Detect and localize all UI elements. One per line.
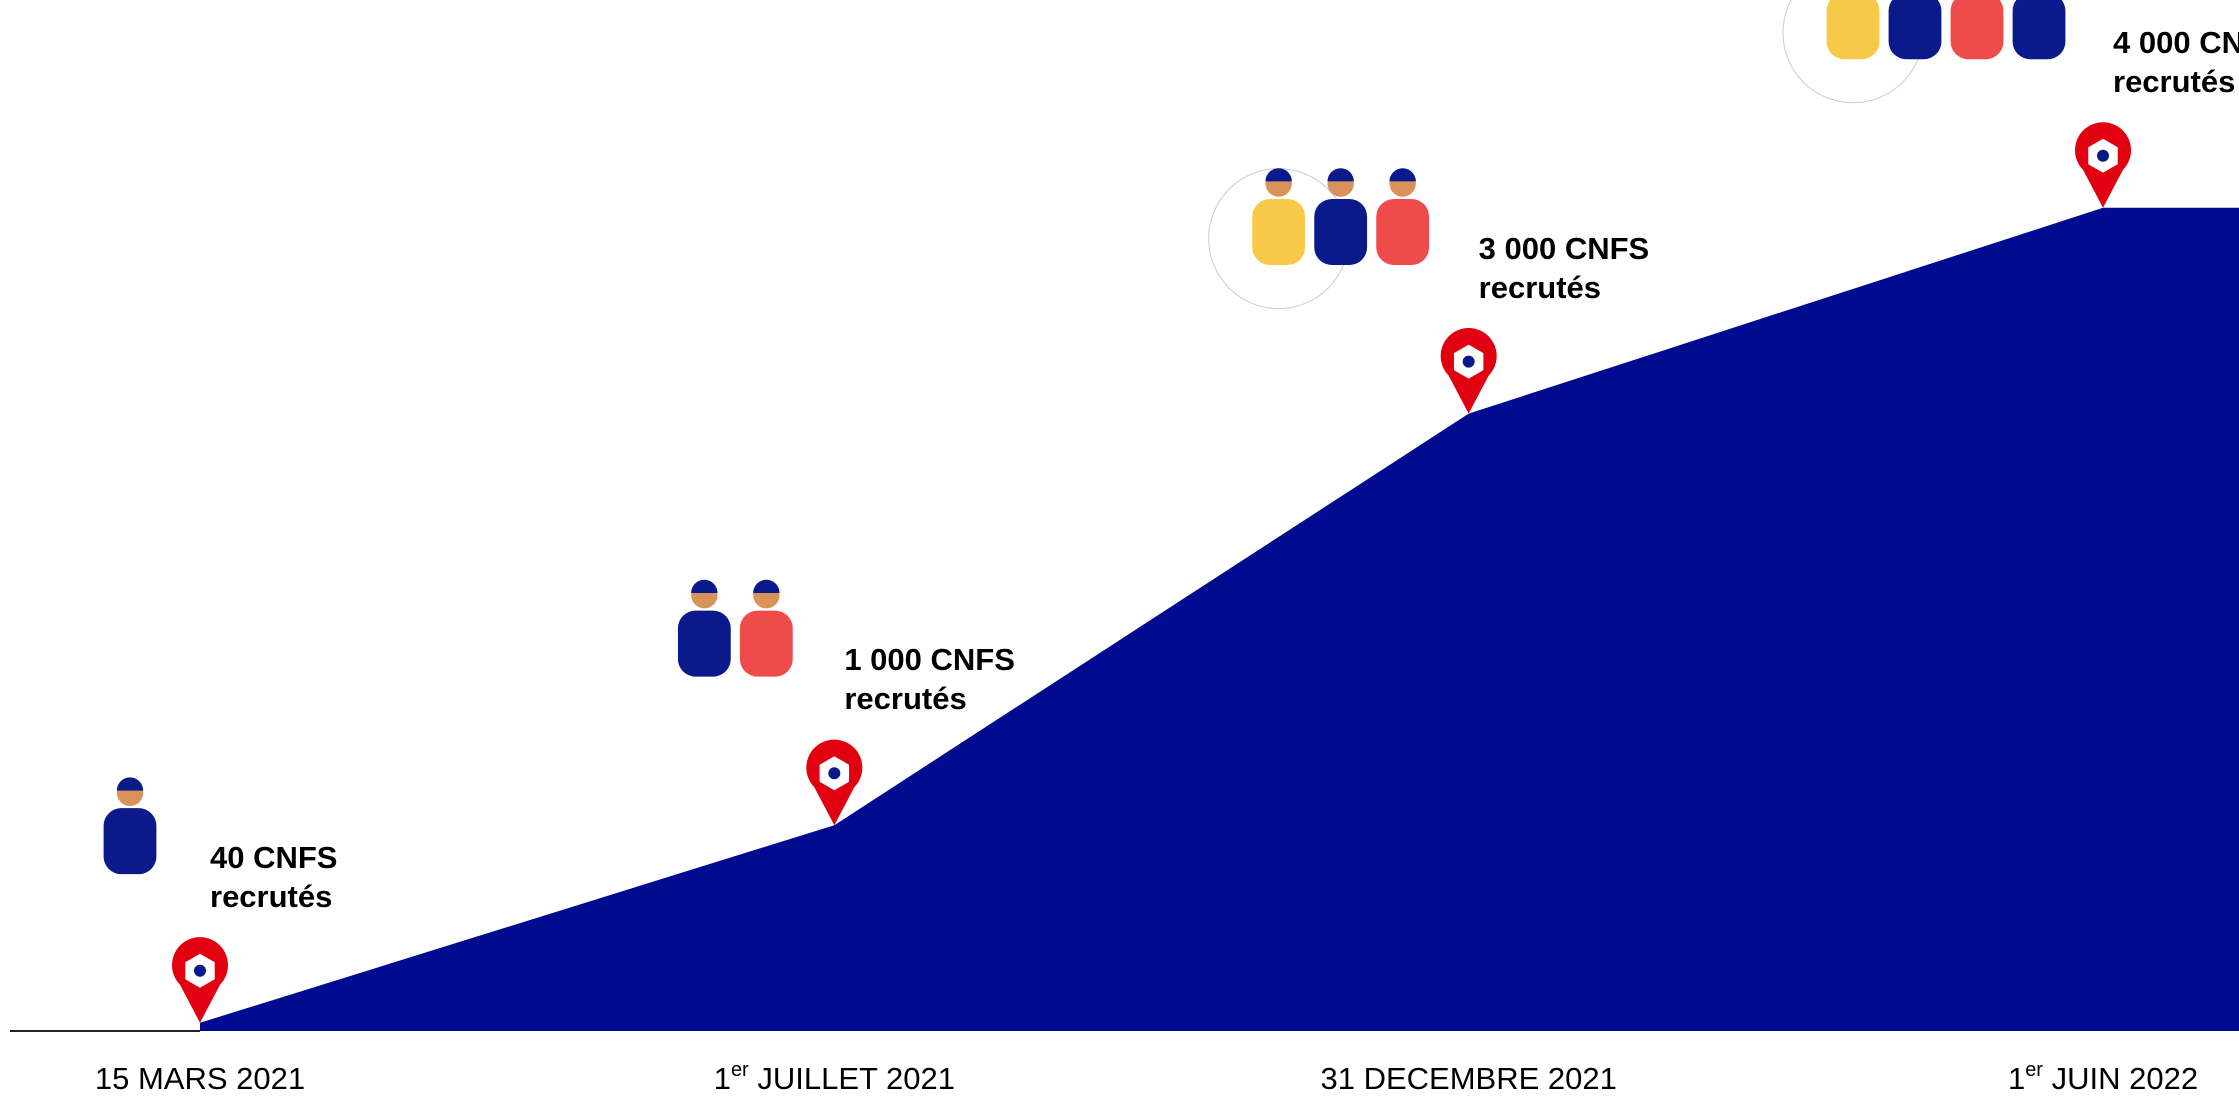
person-body [678, 611, 731, 677]
person-body [1314, 199, 1367, 265]
x-tick-label: 1er JUIN 2022 [2008, 1059, 2198, 1096]
person-body [1827, 0, 1880, 59]
label-sup: er [2025, 1059, 2043, 1081]
pin-marker [1441, 328, 1497, 414]
person-body [1951, 0, 2004, 59]
label-part: 1 [714, 1061, 731, 1096]
pin-marker [2075, 122, 2131, 208]
label-part: 1 [2008, 1061, 2025, 1096]
chart: 15 MARS 20211er JUILLET 202131 DECEMBRE … [0, 0, 2239, 1097]
pin-dot [2097, 150, 2109, 162]
pin-marker [806, 740, 862, 826]
person-hair [1327, 168, 1353, 181]
value-label: 3 000 CNFS recrutés [1479, 229, 1679, 307]
people-illustration [1209, 168, 1429, 308]
chart-container: 15 MARS 20211er JUILLET 202131 DECEMBRE … [0, 0, 2239, 1097]
label-part: JUIN 2022 [2043, 1061, 2198, 1096]
person-hair [1389, 168, 1415, 181]
person-hair [1265, 168, 1291, 181]
person-body [2013, 0, 2066, 59]
person-body [104, 808, 157, 874]
person-hair [117, 777, 143, 790]
person-hair [753, 580, 779, 593]
people-illustration [104, 777, 157, 874]
label-sup: er [731, 1059, 749, 1081]
page: 15 MARS 20211er JUILLET 202131 DECEMBRE … [0, 0, 2239, 1097]
person-hair [691, 580, 717, 593]
x-tick-label: 31 DECEMBRE 2021 [1320, 1061, 1616, 1096]
pin-dot [1463, 356, 1475, 368]
label-part: JUILLET 2021 [749, 1061, 955, 1096]
person-body [1889, 0, 1942, 59]
value-label: 40 CNFS recrutés [210, 838, 410, 916]
person-body [1376, 199, 1429, 265]
person-body [1252, 199, 1305, 265]
people-illustration [678, 580, 793, 677]
person-body [740, 611, 793, 677]
people-illustration [1783, 0, 2065, 103]
pin-marker [172, 937, 228, 1023]
x-tick-label: 1er JUILLET 2021 [714, 1059, 955, 1096]
value-label: 1 000 CNFS recrutés [844, 640, 1044, 718]
value-label: 4 000 CNFS recrutés [2113, 23, 2239, 101]
pin-dot [828, 767, 840, 779]
pin-dot [194, 965, 206, 977]
area [200, 208, 2239, 1031]
x-tick-label: 15 MARS 2021 [95, 1061, 305, 1096]
